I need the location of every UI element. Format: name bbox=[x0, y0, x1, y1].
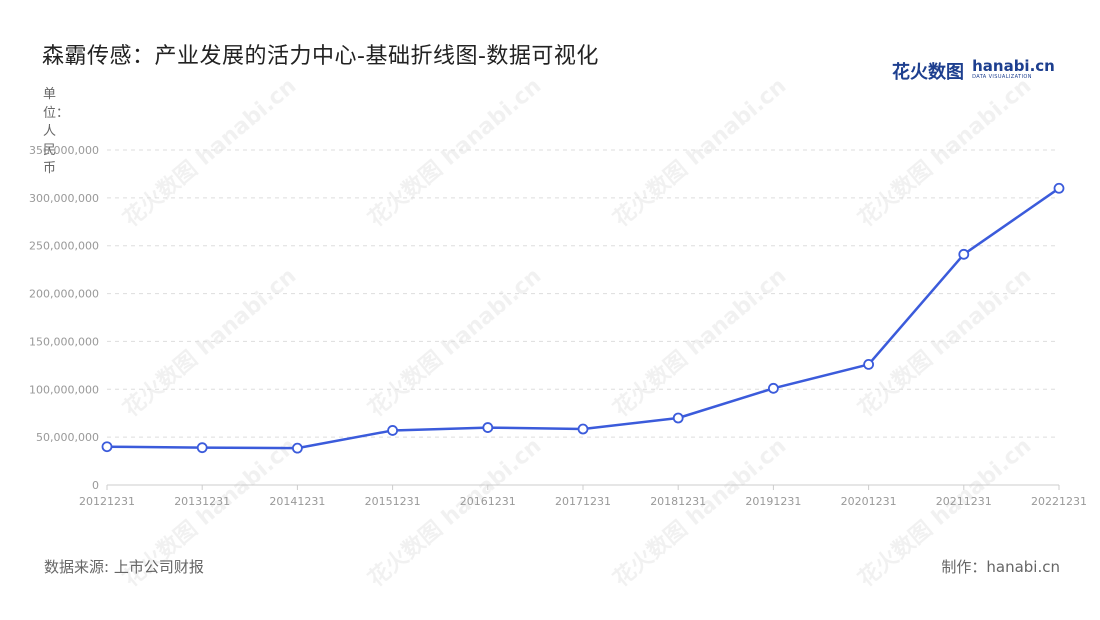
data-point[interactable] bbox=[863, 358, 874, 370]
x-tick-label: 20121231 bbox=[79, 495, 135, 508]
y-axis-ticks: 0 50,000,000 100,000,000 150,000,000 200,000… bbox=[29, 144, 99, 492]
x-tick-label: 20131231 bbox=[174, 495, 230, 508]
data-point[interactable] bbox=[196, 442, 208, 454]
data-point[interactable] bbox=[672, 412, 684, 424]
logo-subtitle: DATA VISUALIZATION bbox=[972, 74, 1032, 80]
y-tick-label: 150,000,000 bbox=[29, 335, 99, 348]
data-point[interactable] bbox=[958, 248, 970, 260]
y-tick-label: 200,000,000 bbox=[29, 288, 99, 301]
logo-en-name: hanabi.cn bbox=[972, 57, 1055, 75]
y-tick-label: 300,000,000 bbox=[29, 192, 99, 205]
x-tick-label: 20211231 bbox=[936, 495, 992, 508]
x-tick-label: 20221231 bbox=[1031, 495, 1087, 508]
y-tick-label: 50,000,000 bbox=[36, 431, 99, 444]
x-axis: 20121231 20131231 20141231 20151231 20161231… bbox=[79, 484, 1087, 508]
x-tick-label: 20191231 bbox=[745, 495, 801, 508]
x-tick-label: 20171231 bbox=[555, 495, 611, 508]
data-point[interactable] bbox=[291, 442, 303, 454]
data-source: 数据来源: 上市公司财报 bbox=[44, 558, 204, 576]
data-point[interactable] bbox=[1053, 182, 1065, 194]
logo-en-text: hanabi.cn DATA VISUALIZATION bbox=[972, 58, 1055, 80]
data-point[interactable] bbox=[387, 425, 399, 436]
data-point[interactable] bbox=[577, 423, 589, 435]
y-tick-label: 350,000,000 bbox=[29, 144, 99, 157]
x-tick-label: 20151231 bbox=[365, 495, 421, 508]
data-point[interactable] bbox=[482, 422, 494, 433]
x-tick-label: 20141231 bbox=[269, 495, 325, 508]
chart-title: 森霸传感：产业发展的活力中心-基础折线图-数据可视化 bbox=[42, 44, 599, 69]
data-point[interactable] bbox=[768, 382, 779, 394]
y-tick-label: 250,000,000 bbox=[29, 240, 99, 253]
x-tick-label: 20161231 bbox=[460, 495, 516, 508]
grid-lines bbox=[107, 149, 1059, 438]
data-point[interactable] bbox=[101, 441, 113, 453]
series-line bbox=[106, 187, 1060, 450]
logo-cn-text: 花火数图 bbox=[892, 62, 964, 83]
y-tick-label: 100,000,000 bbox=[29, 383, 99, 396]
credit-link[interactable]: 制作：hanabi.cn bbox=[941, 558, 1060, 576]
x-tick-label: 20201231 bbox=[841, 495, 897, 508]
series-layer bbox=[101, 182, 1065, 454]
brand-logo: 花火数图 hanabi.cn DATA VISUALIZATION bbox=[892, 58, 1055, 84]
x-tick-label: 20181231 bbox=[650, 495, 706, 508]
y-tick-label: 0 bbox=[92, 479, 99, 492]
